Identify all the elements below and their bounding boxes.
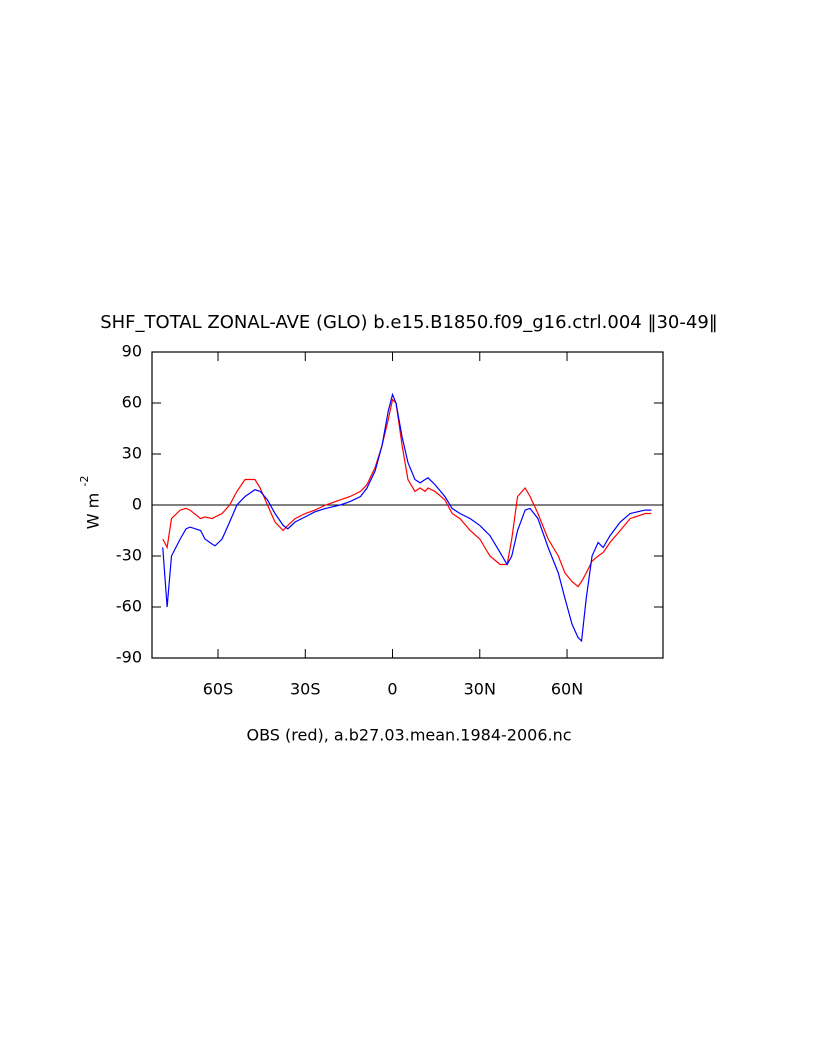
- x-tick-label: 0: [387, 680, 397, 699]
- y-tick-label: 30: [122, 444, 142, 463]
- y-axis-label: W m: [84, 493, 103, 530]
- y-axis-label-group: W m -2: [78, 476, 103, 530]
- x-axis-label: OBS (red), a.b27.03.mean.1984-2006.nc: [246, 726, 571, 745]
- chart-title: SHF_TOTAL ZONAL-AVE (GLO) b.e15.B1850.f0…: [100, 312, 718, 333]
- x-tick-label: 30S: [290, 680, 321, 699]
- x-tick-label: 60S: [203, 680, 234, 699]
- x-tick-label: 60N: [551, 680, 583, 699]
- y-tick-label: -60: [116, 597, 142, 616]
- x-tick-label: 30N: [464, 680, 496, 699]
- plot-frame: [151, 351, 664, 659]
- y-axis-label-exponent: -2: [78, 476, 91, 487]
- y-tick-label: 0: [132, 495, 142, 514]
- y-tick-label: 60: [122, 393, 142, 412]
- y-tick-label: 90: [122, 342, 142, 361]
- y-tick-label: -30: [116, 546, 142, 565]
- data-line: [162, 392, 652, 643]
- data-line: [162, 398, 652, 588]
- y-tick-label: -90: [116, 648, 142, 667]
